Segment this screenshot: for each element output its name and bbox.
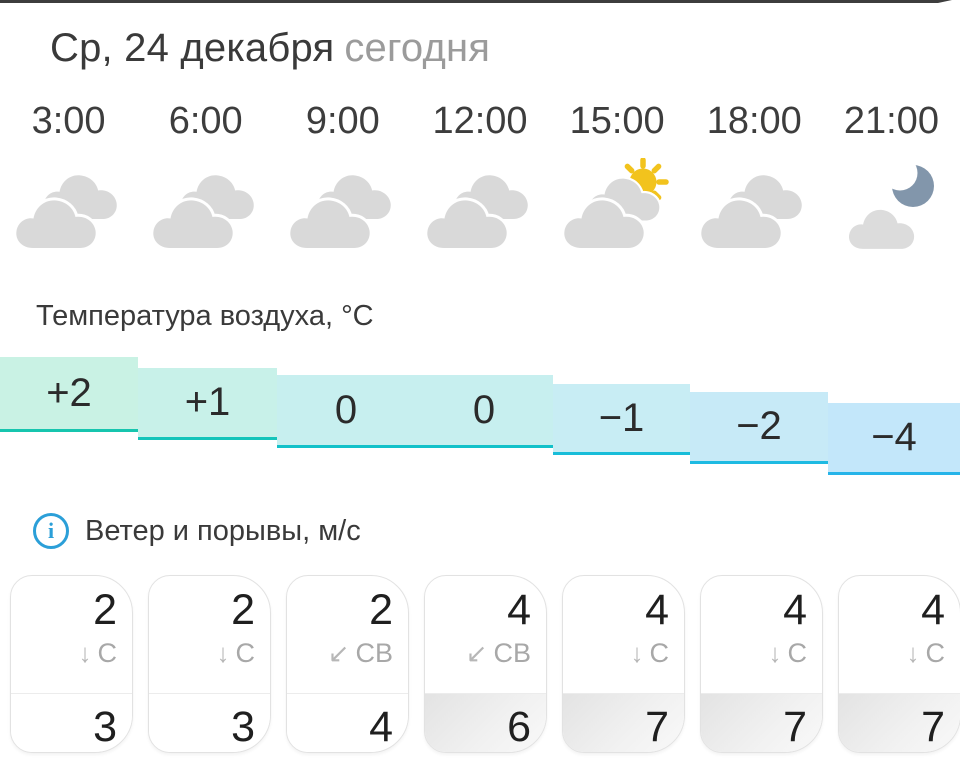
cloudy-icon (287, 173, 393, 251)
wind-cell: 4 ↓ С (701, 586, 822, 694)
gust-cell: 7 (839, 694, 960, 752)
cloudy-icon (424, 173, 531, 251)
temp-value: 0 (472, 387, 496, 432)
today-label: сегодня (344, 26, 491, 70)
hour-label-21: 21:00 (843, 100, 939, 142)
temp-block-5: −2 (690, 392, 828, 464)
wind-direction: ↓ С (839, 638, 946, 669)
wind-direction-arrow-icon: ↓ (906, 638, 920, 668)
hour-label-15: 15:00 (569, 100, 665, 142)
wind-direction-label: С (97, 638, 118, 668)
hour-label-6: 6:00 (168, 100, 243, 142)
temp-block-6: −4 (828, 403, 960, 475)
forecast-card: 2 ↓ С 3 (148, 575, 271, 753)
wind-direction: ↓ С (701, 638, 808, 669)
wind-direction-label: СВ (493, 638, 531, 668)
moon-with-cloud-icon (846, 165, 935, 252)
wind-speed-value: 2 (231, 586, 255, 634)
gust-cell: 7 (563, 694, 684, 752)
wind-speed-value: 2 (369, 586, 393, 634)
sun-behind-clouds-icon (561, 158, 669, 251)
temp-value: −4 (871, 415, 917, 459)
temperature-section-label: Температура воздуха, °C (36, 300, 374, 332)
temp-block-4: −1 (553, 384, 690, 455)
wind-direction: ↓ С (149, 638, 256, 669)
wind-direction: ↓ С (11, 638, 118, 669)
screen-top-edge (0, 0, 952, 3)
temp-block-1: +2 (0, 357, 138, 432)
wind-direction-label: С (925, 638, 946, 668)
wind-direction-arrow-icon: ↓ (768, 638, 782, 668)
gust-cell: 6 (425, 694, 546, 752)
info-icon[interactable]: i (33, 513, 69, 549)
wind-cell: 2 ↓ С (149, 586, 270, 694)
wind-direction-label: С (787, 638, 808, 668)
wind-direction: ↙ СВ (425, 638, 531, 669)
date-label: Ср, 24 декабря (50, 26, 335, 70)
gust-cell: 3 (149, 694, 270, 752)
temp-value: −2 (736, 404, 782, 448)
forecast-card: 4 ↙ СВ 6 (424, 575, 547, 753)
cloudy-icon (150, 173, 256, 251)
forecast-card: 4 ↓ С 7 (562, 575, 685, 753)
hour-label-12: 12:00 (432, 100, 528, 142)
wind-speed-value: 4 (783, 586, 807, 634)
wind-direction: ↓ С (563, 638, 670, 669)
temp-value: +2 (46, 370, 92, 415)
wind-section-header: i Ветер и порывы, м/с (33, 513, 361, 549)
gust-cell: 7 (701, 694, 822, 752)
hours-row: 3:00 6:00 9:00 12:00 15:00 18:00 21:00 (0, 100, 960, 143)
hour-label-18: 18:00 (706, 100, 802, 142)
wind-speed-value: 4 (645, 586, 669, 634)
wind-direction: ↙ СВ (287, 638, 393, 669)
wind-speed-value: 2 (93, 586, 117, 634)
forecast-card: 2 ↓ С 3 (10, 575, 133, 753)
wind-cards-row: 2 ↓ С 3 2 ↓ С 3 2 ↙ СВ 4 4 ↙ СВ 6 (10, 575, 960, 753)
gust-cell: 4 (287, 694, 408, 752)
wind-direction-arrow-icon: ↓ (630, 638, 644, 668)
wind-direction-arrow-icon: ↓ (78, 638, 92, 668)
wind-direction-label: С (235, 638, 256, 668)
wind-direction-label: СВ (355, 638, 393, 668)
wind-direction-arrow-icon: ↓ (216, 638, 230, 668)
wind-section-label: Ветер и порывы, м/с (85, 514, 361, 547)
wind-cell: 2 ↙ СВ (287, 586, 408, 694)
day-header: Ср, 24 декабря сегодня (50, 26, 490, 71)
wind-cell: 4 ↓ С (839, 586, 960, 694)
temp-value: 0 (334, 387, 358, 432)
temp-value: +1 (184, 380, 231, 424)
wind-direction-arrow-icon: ↙ (465, 638, 488, 668)
wind-direction-label: С (649, 638, 670, 668)
forecast-card: 4 ↓ С 7 (700, 575, 823, 753)
wind-speed-value: 4 (507, 586, 531, 634)
gust-cell: 3 (11, 694, 132, 752)
wind-cell: 4 ↙ СВ (425, 586, 546, 694)
wind-speed-value: 4 (921, 586, 945, 634)
cloudy-icon (12, 173, 119, 251)
weather-icons-row (0, 158, 960, 262)
hour-label-9: 9:00 (305, 100, 380, 142)
wind-cell: 4 ↓ С (563, 586, 684, 694)
temp-value: −1 (598, 395, 645, 440)
temp-block-2: +1 (138, 368, 277, 440)
forecast-card: 2 ↙ СВ 4 (286, 575, 409, 753)
cloudy-icon (698, 173, 805, 251)
hour-label-3: 3:00 (31, 100, 106, 142)
forecast-card: 4 ↓ С 7 (838, 575, 960, 753)
wind-cell: 2 ↓ С (11, 586, 132, 694)
wind-direction-arrow-icon: ↙ (327, 638, 350, 668)
